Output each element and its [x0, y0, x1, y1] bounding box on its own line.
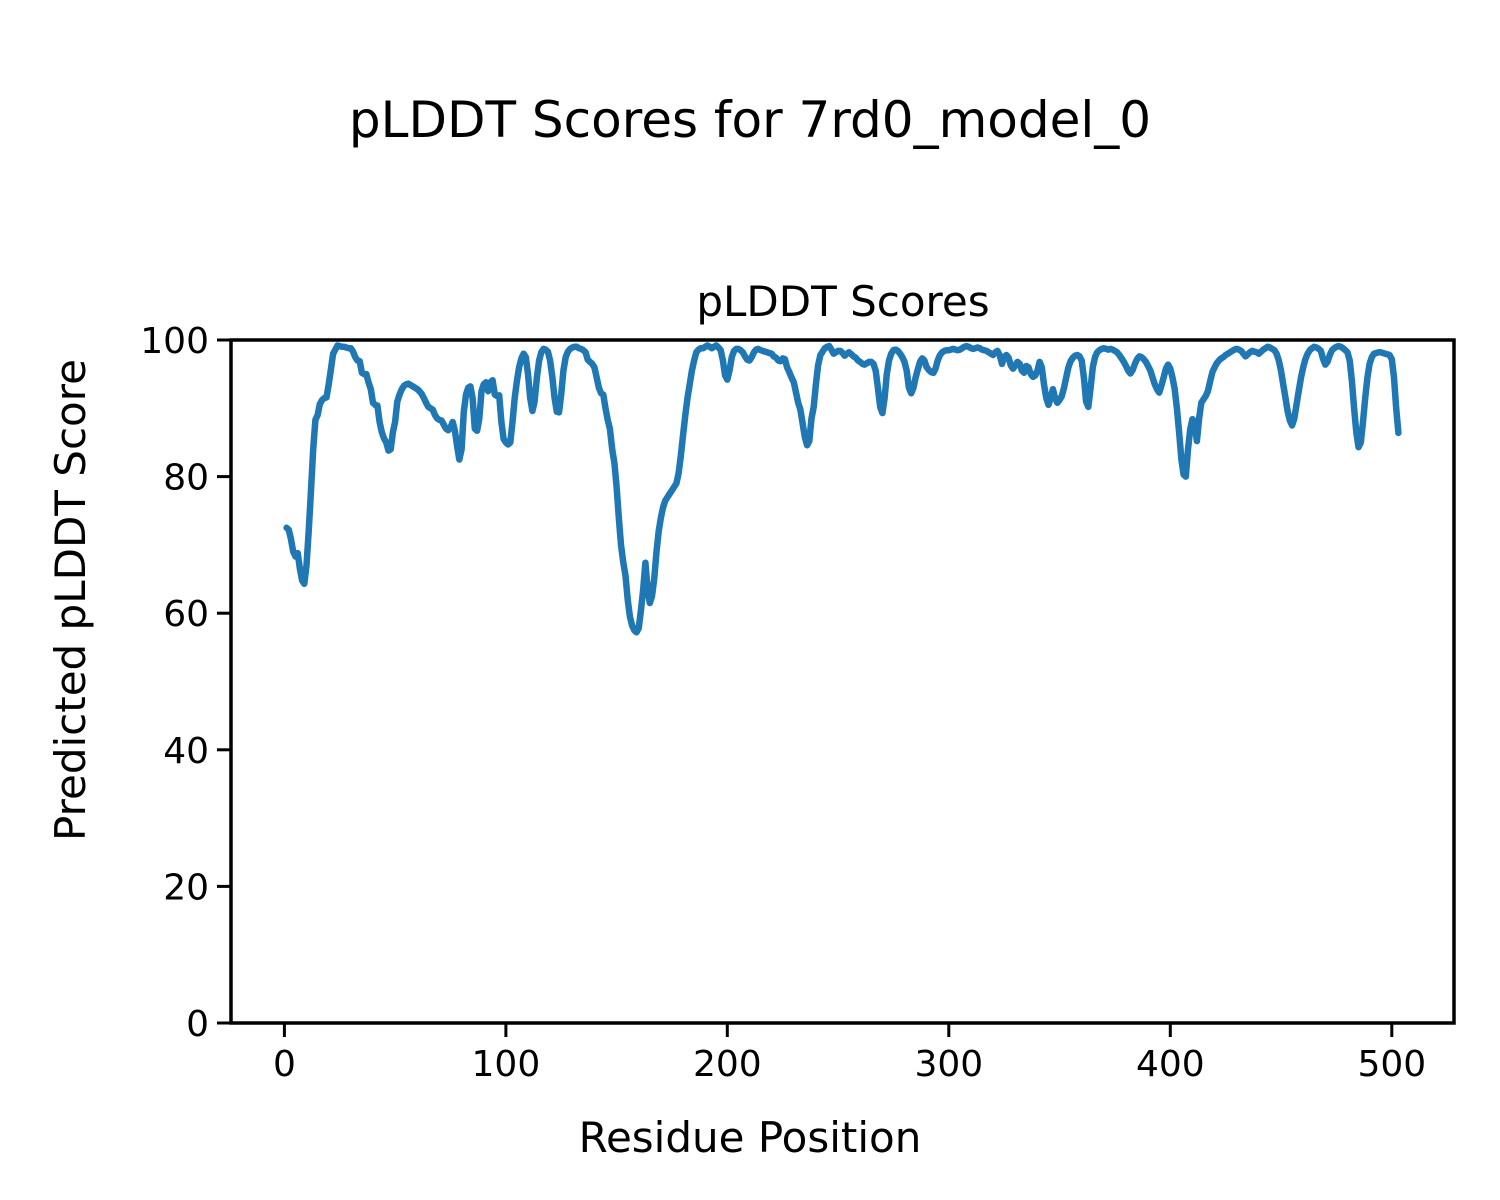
y-tick-label: 0 — [186, 1004, 209, 1045]
x-tick-label: 100 — [472, 1044, 541, 1085]
plddt-line — [283, 342, 1402, 636]
y-tick-label: 40 — [163, 731, 209, 772]
x-tick-label: 500 — [1357, 1044, 1426, 1085]
x-ticks: 0 100 200 300 400 500 — [273, 1023, 1426, 1085]
y-tick-label: 20 — [163, 867, 209, 908]
x-tick-label: 0 — [273, 1044, 296, 1085]
x-tick-label: 400 — [1136, 1044, 1205, 1085]
y-tick-label: 100 — [140, 321, 209, 362]
x-tick-label: 200 — [693, 1044, 762, 1085]
x-tick-label: 300 — [914, 1044, 983, 1085]
y-axis-label: Predicted pLDDT Score — [46, 359, 95, 841]
y-tick-label: 80 — [163, 458, 209, 499]
y-tick-label: 60 — [163, 594, 209, 635]
x-axis-label: Residue Position — [579, 1113, 922, 1162]
figure-suptitle: pLDDT Scores for 7rd0_model_0 — [349, 91, 1151, 149]
axes-title: pLDDT Scores — [696, 277, 989, 326]
axes-frame — [229, 338, 1456, 1025]
y-ticks: 0 20 40 60 80 100 — [140, 321, 231, 1045]
